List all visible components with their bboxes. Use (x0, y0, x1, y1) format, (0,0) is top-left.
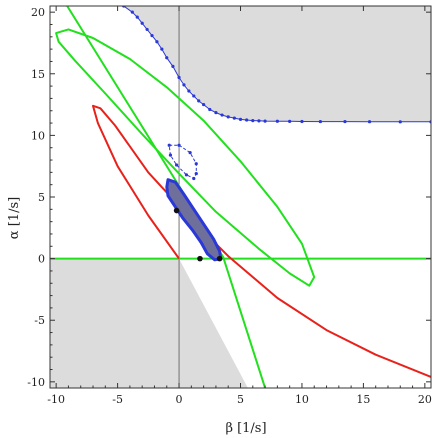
y-tick-label: -5 (34, 314, 45, 327)
shaded-region-1 (123, 6, 431, 122)
y-tick-label: 20 (31, 6, 45, 19)
y-tick-label: 5 (38, 191, 45, 204)
x-tick-label: 15 (356, 393, 370, 406)
series-4-marker-16 (208, 107, 212, 112)
series-4-marker-25 (263, 119, 267, 123)
x-tick-label: 5 (237, 393, 244, 406)
x-axis-label: β [1/s] (225, 421, 266, 436)
series-4-marker-4 (145, 27, 149, 32)
curves (50, 6, 431, 388)
series-5-marker-5 (192, 176, 196, 181)
series-5-marker-8 (168, 153, 173, 157)
series-4-marker-11 (182, 83, 186, 87)
x-tick-label: 10 (295, 393, 309, 406)
series-4-marker-13 (192, 94, 196, 98)
shaded-regions (50, 6, 431, 388)
series-4-marker-30 (343, 119, 347, 124)
series-4-marker-10 (177, 75, 181, 80)
series-5-marker-2 (188, 151, 192, 155)
y-axis-label: α [1/s] (7, 197, 22, 239)
series-4-marker-12 (187, 89, 191, 93)
series-5-marker-0 (167, 143, 171, 147)
y-tick-label: 10 (31, 129, 45, 142)
series-4-marker-32 (398, 120, 402, 124)
series-4-marker-8 (165, 56, 169, 60)
x-tick-label: -5 (112, 393, 123, 406)
series-curve-5 (168, 144, 197, 179)
series-curve-6 (165, 178, 223, 262)
point-marker-0 (173, 207, 180, 214)
x-tick-label: 0 (176, 393, 183, 406)
series-curve-4 (123, 6, 431, 123)
series-5-marker-1 (177, 143, 181, 147)
series-curve-2 (55, 28, 316, 287)
series-4-marker-21 (238, 117, 243, 121)
x-tick-label: 20 (418, 393, 432, 406)
series-4-marker-17 (214, 110, 218, 115)
series-4-marker-1 (130, 10, 134, 14)
series-4-marker-29 (318, 119, 322, 124)
series-4-marker-9 (171, 64, 175, 68)
series-4-marker-18 (220, 113, 224, 117)
series-4-marker-2 (135, 15, 139, 19)
series-5-marker-7 (174, 163, 179, 167)
series-4-marker-23 (251, 119, 255, 123)
series-4-marker-19 (226, 115, 230, 119)
series-4-marker-6 (155, 40, 159, 44)
series-4-marker-14 (197, 99, 201, 103)
series-5-marker-6 (184, 173, 189, 177)
series-4-marker-22 (245, 118, 249, 122)
series-4-marker-3 (140, 21, 144, 25)
y-tick-label: -10 (27, 376, 45, 389)
series-4-marker-27 (288, 119, 292, 123)
series-curve-3 (92, 104, 431, 378)
point-marker-1 (197, 255, 203, 262)
axis-ticks: -10 -5 0 5 10 15 20 -10 -5 0 5 10 15 20 (27, 6, 432, 406)
series-4-marker-20 (232, 116, 236, 120)
series-4-marker-31 (367, 120, 372, 124)
series-5-marker-3 (194, 162, 198, 166)
y-tick-label: 15 (31, 68, 45, 81)
x-tick-label: -10 (47, 393, 65, 406)
series-4-marker-15 (202, 102, 206, 107)
series-4-marker-5 (150, 33, 154, 38)
series-4-marker-7 (160, 47, 164, 51)
point-marker-2 (216, 255, 223, 262)
series-5-marker-4 (194, 171, 198, 176)
series-4-marker-26 (275, 119, 279, 123)
series-4-marker-28 (300, 119, 304, 124)
shaded-region-0 (50, 258, 248, 388)
series-4-marker-24 (257, 119, 261, 123)
y-tick-label: 0 (38, 253, 45, 266)
